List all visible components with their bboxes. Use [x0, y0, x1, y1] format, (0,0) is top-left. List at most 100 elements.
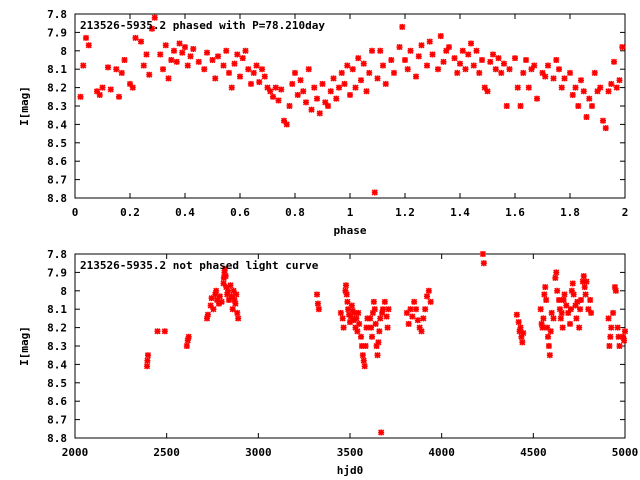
data-point	[228, 293, 235, 300]
data-point	[559, 324, 566, 331]
data-point	[234, 309, 241, 316]
y-tick-label: 8.2	[47, 322, 67, 335]
data-point	[456, 60, 464, 67]
data-point	[157, 51, 164, 58]
data-point	[343, 291, 350, 298]
data-point	[566, 320, 574, 327]
data-point	[602, 125, 609, 132]
data-point	[615, 333, 622, 340]
data-point	[560, 296, 567, 304]
data-point	[351, 309, 358, 316]
data-point	[385, 306, 392, 313]
data-point	[258, 66, 266, 73]
data-point	[484, 88, 491, 95]
data-point	[210, 306, 217, 313]
data-point	[480, 260, 487, 267]
data-point	[185, 333, 192, 340]
data-point	[305, 66, 312, 73]
data-point	[487, 58, 494, 65]
data-point	[382, 80, 389, 87]
data-point	[440, 58, 447, 65]
data-point	[228, 84, 235, 91]
data-point	[412, 306, 420, 313]
y-tick-label: 8.6	[47, 155, 67, 168]
data-point	[374, 75, 381, 82]
data-point	[518, 333, 525, 340]
data-point	[338, 69, 345, 76]
data-point	[239, 55, 246, 62]
data-point	[354, 328, 361, 335]
y-tick-label: 7.8	[47, 8, 67, 21]
data-point	[212, 291, 219, 298]
data-point	[302, 99, 310, 106]
data-point	[179, 49, 186, 56]
y-tick-label: 8.3	[47, 100, 67, 113]
data-point	[208, 295, 215, 302]
chart-title: 213526-5935.2 phased with P=78.210day	[80, 19, 325, 32]
x-tick-label: 1.8	[560, 206, 580, 219]
data-point	[407, 306, 414, 313]
data-point	[148, 25, 156, 32]
data-point	[553, 56, 560, 64]
data-point	[381, 298, 388, 305]
data-point	[183, 342, 190, 350]
data-point	[201, 66, 208, 73]
data-point	[585, 306, 592, 313]
data-point	[104, 64, 112, 71]
plot-frame-not-phased	[74, 253, 626, 439]
data-point	[607, 333, 614, 340]
data-point	[611, 284, 618, 291]
data-point	[137, 38, 145, 45]
data-point	[342, 287, 349, 294]
data-point	[565, 309, 572, 316]
data-point	[404, 66, 411, 73]
data-point	[368, 47, 376, 54]
data-point	[605, 315, 612, 322]
data-point	[214, 296, 221, 304]
data-point	[599, 117, 607, 124]
data-point	[379, 309, 386, 316]
data-point	[146, 71, 153, 78]
data-point	[359, 352, 366, 359]
data-point	[333, 95, 340, 102]
data-point	[555, 296, 563, 304]
data-point	[355, 55, 362, 62]
data-point	[427, 298, 434, 305]
data-point	[541, 291, 548, 298]
data-point	[616, 77, 623, 84]
data-point	[425, 287, 432, 294]
data-point	[577, 296, 585, 304]
data-point	[520, 330, 527, 337]
data-point	[403, 309, 410, 316]
data-point	[454, 69, 461, 76]
data-point	[220, 280, 227, 287]
data-point	[481, 84, 488, 91]
y-tick-label: 7.8	[47, 248, 67, 261]
data-point	[151, 14, 158, 21]
data-point	[204, 311, 211, 318]
data-point	[577, 77, 585, 84]
x-tick-label: 2000	[62, 446, 89, 459]
data-point	[531, 62, 538, 69]
data-point	[375, 339, 382, 346]
data-point	[118, 69, 125, 76]
data-point	[322, 99, 329, 106]
data-point	[372, 320, 379, 327]
data-point	[569, 280, 576, 287]
data-point	[339, 315, 346, 322]
data-point	[547, 328, 554, 335]
data-point	[203, 49, 211, 56]
y-tick-label: 8.8	[47, 432, 67, 445]
data-point	[423, 62, 431, 69]
data-point	[588, 102, 596, 110]
data-point	[383, 313, 390, 320]
data-point	[113, 66, 120, 73]
data-point	[506, 66, 513, 73]
data-point	[543, 296, 550, 304]
data-point	[253, 62, 260, 69]
data-point	[313, 95, 321, 102]
data-point	[522, 56, 530, 64]
data-point	[352, 84, 359, 91]
data-point	[587, 296, 594, 304]
data-point	[227, 282, 234, 289]
